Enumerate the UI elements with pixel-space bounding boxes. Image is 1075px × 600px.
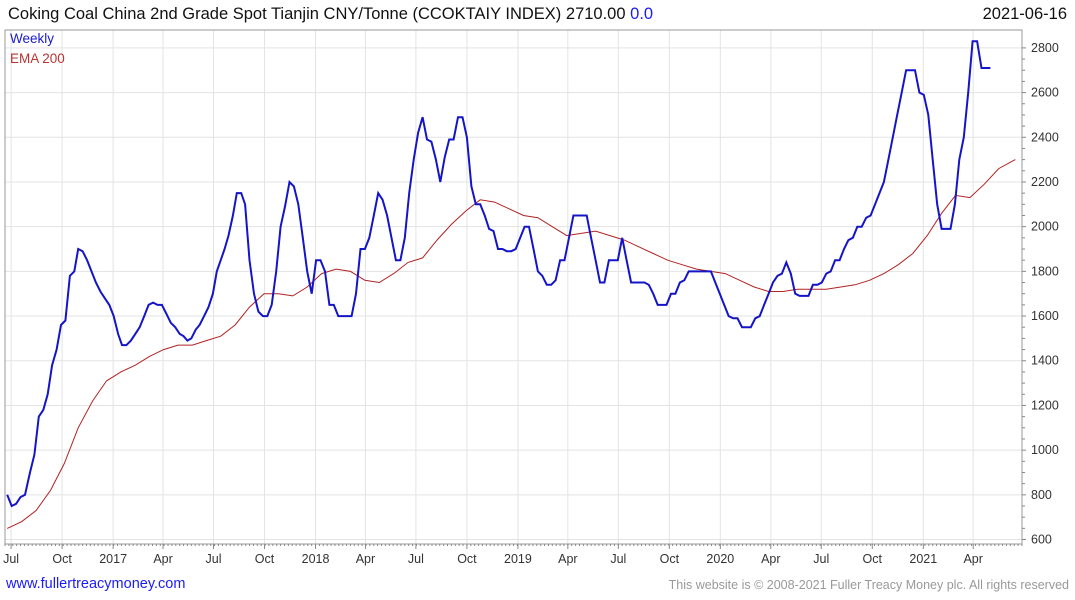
y-tick-label: 2400 [1031, 130, 1059, 144]
legend-ema: EMA 200 [10, 51, 65, 66]
y-tick-label: 2200 [1031, 175, 1059, 189]
title-text: Coking Coal China 2nd Grade Spot Tianjin… [8, 5, 626, 23]
y-tick-label: 800 [1031, 488, 1052, 502]
x-tick-label: Jul [408, 552, 424, 566]
x-tick-label: 2018 [302, 552, 330, 566]
y-tick-label: 2600 [1031, 86, 1059, 100]
x-tick-label: Jul [813, 552, 829, 566]
y-tick-label: 2000 [1031, 220, 1059, 234]
x-tick-label: Oct [52, 552, 72, 566]
x-tick-label: Oct [457, 552, 477, 566]
y-tick-label: 1000 [1031, 443, 1059, 457]
weekly-price-line [6, 40, 991, 508]
x-tick-label: 2017 [99, 552, 127, 566]
y-tick-label: 1600 [1031, 309, 1059, 323]
site-link[interactable]: www.fullertreacymoney.com [6, 576, 186, 592]
chart-grid [5, 30, 1022, 544]
x-tick-label: Oct [255, 552, 275, 566]
y-tick-label: 1200 [1031, 398, 1059, 412]
chart-title: Coking Coal China 2nd Grade Spot Tianjin… [8, 5, 653, 24]
x-tick-label: 2020 [706, 552, 734, 566]
x-tick-label: Jul [206, 552, 222, 566]
y-tick-label: 2800 [1031, 41, 1059, 55]
x-tick-label: Apr [153, 552, 172, 566]
y-tick-label: 1800 [1031, 264, 1059, 278]
x-tick-label: Apr [356, 552, 375, 566]
ema-200-line [6, 159, 1016, 529]
legend-weekly: Weekly [10, 31, 55, 46]
x-axis: Jul Oct 2017 Apr Jul Oct 2018 Apr Jul Oct 2019 Apr J… [3, 544, 1023, 566]
y-axis: 600 800 1000 1200 1400 1600 1800 2000 2200 2400 26… [1022, 41, 1059, 547]
x-tick-label: Apr [558, 552, 577, 566]
copyright-text: This website is © 2008-2021 Fuller Treac… [668, 578, 1069, 592]
plot-frame [4, 29, 1023, 545]
x-tick-label: Apr [963, 552, 982, 566]
x-tick-label: Jul [610, 552, 626, 566]
x-tick-label: Oct [660, 552, 680, 566]
x-tick-label: Oct [863, 552, 883, 566]
x-tick-label: Apr [761, 552, 780, 566]
chart-date: 2021-06-16 [982, 5, 1067, 23]
price-change: 0.0 [630, 5, 654, 23]
x-tick-label: 2021 [909, 552, 937, 566]
y-tick-label: 600 [1031, 533, 1052, 547]
x-tick-label: Jul [3, 552, 19, 566]
x-tick-label: 2019 [504, 552, 532, 566]
y-tick-label: 1400 [1031, 354, 1059, 368]
